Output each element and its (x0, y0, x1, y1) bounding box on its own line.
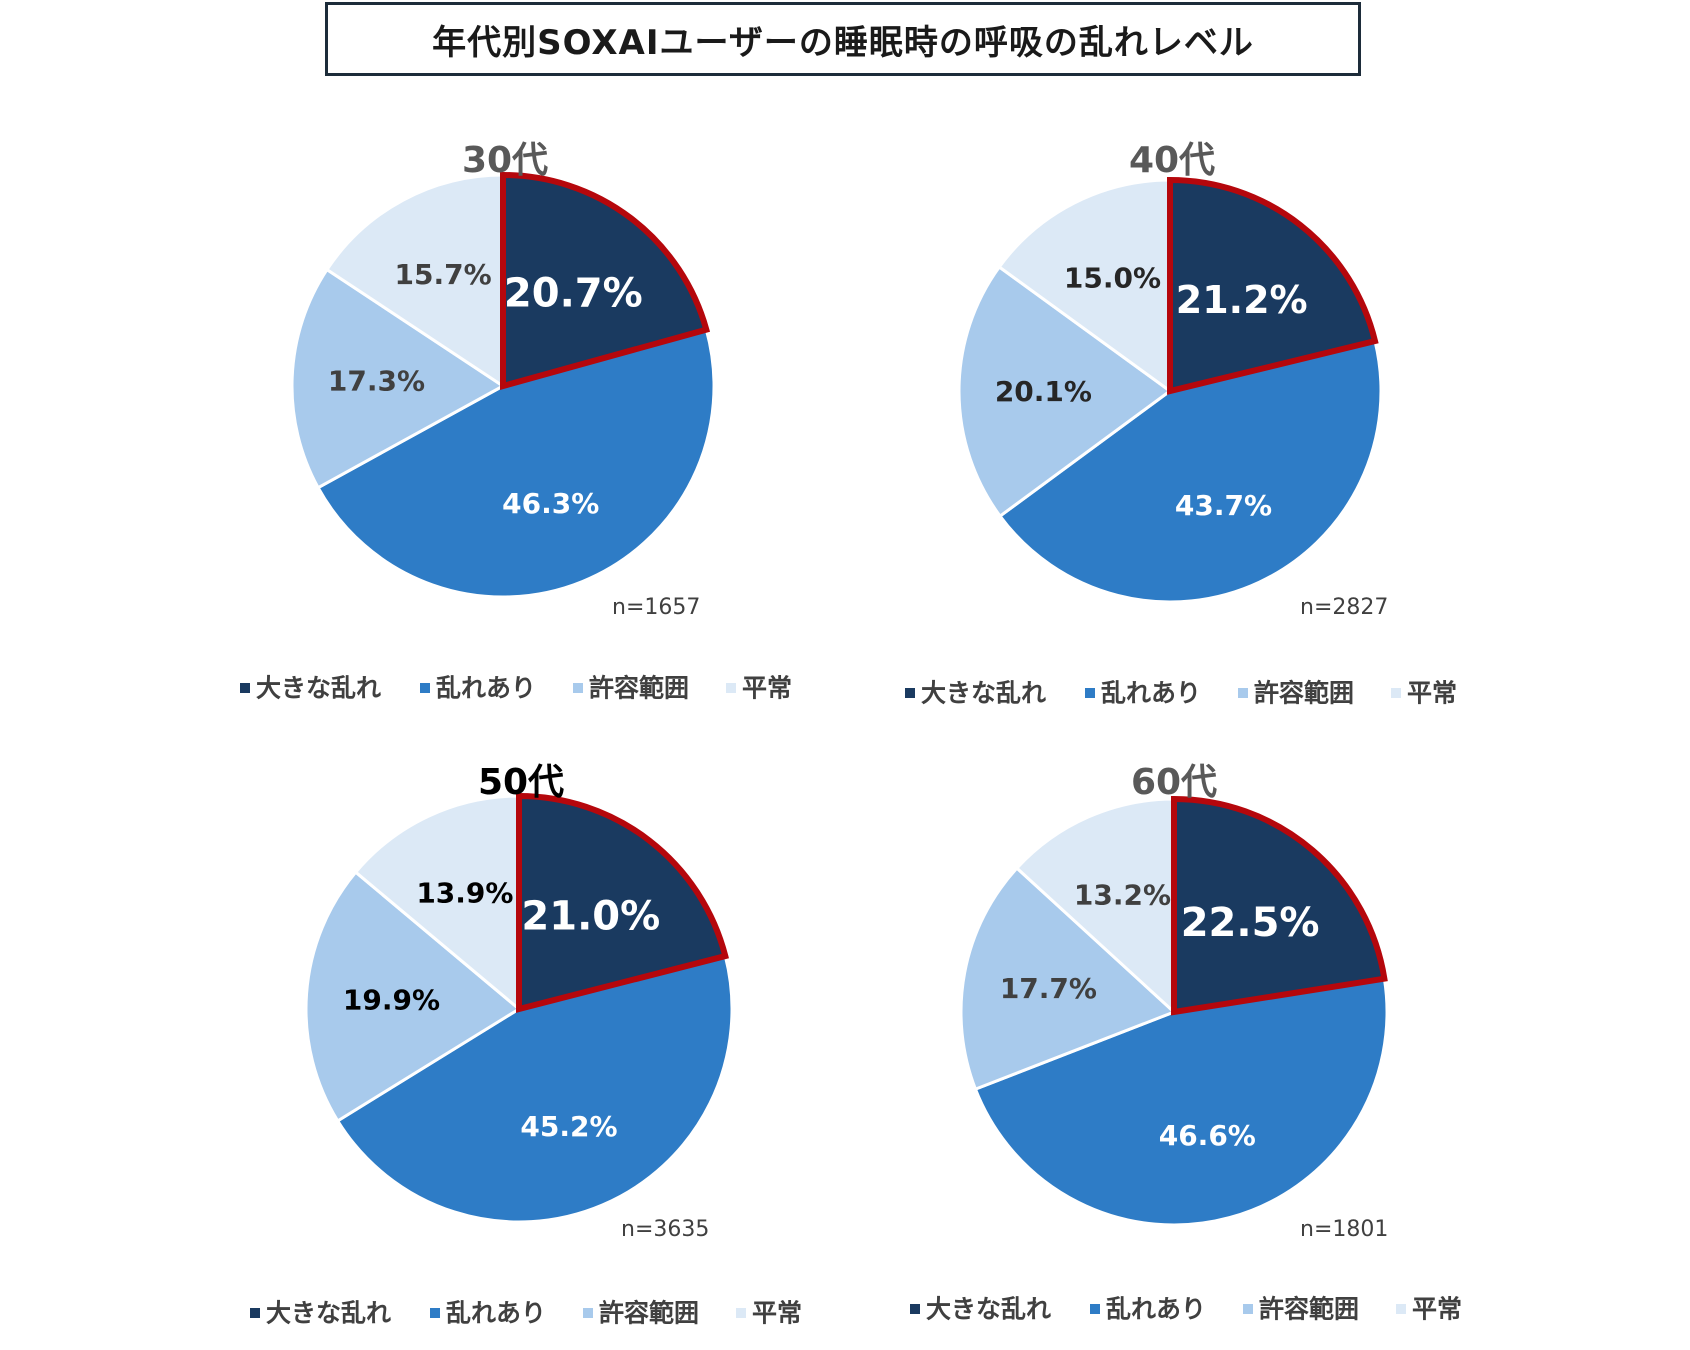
legend-swatch (583, 1308, 593, 1318)
legend-swatch (910, 1304, 920, 1314)
legend-swatch (905, 688, 915, 698)
legend-swatch (250, 1308, 260, 1318)
legend-label: 乱れあり (446, 1299, 546, 1328)
legend-label: 許容範囲 (589, 674, 689, 703)
pie-value-label: 20.1% (995, 375, 1092, 408)
legend-label: 許容範囲 (599, 1299, 699, 1328)
pie-slice-4 (354, 794, 521, 1011)
legend-label: 大きな乱れ (921, 679, 1046, 708)
pie-value-label: 21.2% (1176, 278, 1308, 322)
page-title: 年代別SOXAIユーザーの睡眠時の呼吸の乱れレベル (432, 22, 1254, 63)
chart-title-box: 年代別SOXAIユーザーの睡眠時の呼吸の乱れレベル (325, 2, 1361, 76)
pie-value-label: 17.7% (1000, 972, 1097, 1005)
pie-value-label: 13.9% (416, 877, 513, 910)
pie-value-label: 21.0% (521, 893, 660, 939)
pie-title: 60代 (1131, 762, 1217, 803)
legend-swatch (726, 683, 736, 693)
legend-label: 乱れあり (1106, 1295, 1206, 1324)
legend-swatch (240, 683, 250, 693)
pie-slice-3 (304, 870, 521, 1123)
pie-panel-4: 22.5% 46.6% 17.7% 13.2% 60代 n=1801 大きな乱れ 乱れあり 許容… (910, 762, 1462, 1324)
pie-value-label: 45.2% (520, 1110, 617, 1143)
legend-swatch (573, 683, 583, 693)
legend-label: 平常 (1407, 679, 1457, 708)
pie-panel-2: 21.2% 43.7% 20.1% 15.0% 40代 n=2827 大きな乱れ 乱れあり 許容… (905, 140, 1457, 708)
highlight-border (1167, 176, 1379, 395)
pie-panel-3: 21.0% 45.2% 19.9% 13.9% 50代 n=3635 大きな乱れ 乱れあり 許容… (250, 762, 802, 1328)
legend-label: 大きな乱れ (256, 674, 381, 703)
sample-size-label: n=3635 (621, 1217, 709, 1242)
pie-title: 50代 (478, 762, 564, 803)
legend: 大きな乱れ 乱れあり 許容範囲 平常 (240, 674, 792, 703)
legend-label: 許容範囲 (1259, 1295, 1359, 1324)
legend: 大きな乱れ 乱れあり 許容範囲 平常 (250, 1299, 802, 1328)
pie-value-label: 17.3% (328, 364, 425, 397)
highlight-border (1171, 795, 1388, 1016)
pie-slice-3 (957, 265, 1172, 518)
legend: 大きな乱れ 乱れあり 許容範囲 平常 (910, 1295, 1462, 1324)
legend-swatch (420, 683, 430, 693)
legend-label: 平常 (1412, 1295, 1462, 1324)
highlight-border (500, 171, 711, 390)
pie-title: 40代 (1129, 140, 1215, 181)
legend-swatch (1090, 1304, 1100, 1314)
pie-slice-2 (316, 328, 716, 599)
legend-swatch (430, 1308, 440, 1318)
pie-value-label: 46.3% (502, 487, 599, 520)
pie-value-label: 20.7% (504, 271, 643, 317)
legend-swatch (1243, 1304, 1253, 1314)
pie-slice-3 (959, 866, 1176, 1091)
legend-swatch (1391, 688, 1401, 698)
legend-label: 許容範囲 (1254, 679, 1354, 708)
sample-size-label: n=1657 (612, 595, 700, 620)
legend: 大きな乱れ 乱れあり 許容範囲 平常 (905, 679, 1457, 708)
legend-swatch (736, 1308, 746, 1318)
sample-size-label: n=1801 (1300, 1217, 1388, 1242)
legend-label: 乱れあり (436, 674, 536, 703)
pie-slice-4 (325, 173, 505, 388)
sample-size-label: n=2827 (1300, 595, 1388, 620)
pie-slice-2 (973, 977, 1389, 1227)
pie-slice-2 (998, 339, 1383, 604)
legend-label: 大きな乱れ (926, 1295, 1051, 1324)
pie-slice-2 (336, 954, 734, 1224)
legend-label: 平常 (742, 674, 792, 703)
pie-value-label: 46.6% (1159, 1119, 1256, 1152)
pie-value-label: 15.0% (1064, 262, 1161, 295)
pie-value-label: 19.9% (343, 983, 440, 1016)
legend-swatch (1396, 1304, 1406, 1314)
pie-slice-4 (1015, 797, 1176, 1014)
highlight-border (516, 792, 729, 1013)
pie-slice-3 (290, 268, 505, 490)
legend-swatch (1238, 688, 1248, 698)
pie-panel-1: 20.7% 46.3% 17.3% 15.7% 30代 n=1657 大きな乱れ 乱れあり 許容… (240, 140, 792, 703)
pie-slice-4 (997, 178, 1172, 393)
pie-value-label: 13.2% (1074, 879, 1171, 912)
legend-label: 乱れあり (1101, 679, 1201, 708)
pie-title: 30代 (462, 140, 548, 181)
pie-value-label: 15.7% (395, 258, 492, 291)
legend-swatch (1085, 688, 1095, 698)
pie-value-label: 43.7% (1175, 489, 1272, 522)
legend-label: 大きな乱れ (266, 1299, 391, 1328)
pie-value-label: 22.5% (1181, 900, 1320, 946)
legend-label: 平常 (752, 1299, 802, 1328)
